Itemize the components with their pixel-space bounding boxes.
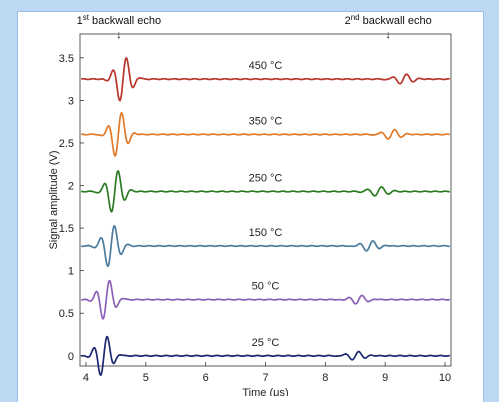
trace-25c: [81, 335, 450, 376]
trace-350c: [81, 112, 450, 157]
trace-450c: [81, 56, 450, 102]
x-tick-label: 10: [439, 372, 451, 384]
x-tick-label: 7: [262, 372, 268, 384]
series-label: 250 °C: [249, 172, 283, 184]
y-axis-label: Signal amplitude (V): [48, 150, 60, 249]
figure-frame: [17, 11, 484, 402]
x-tick-label: 8: [322, 372, 328, 384]
echo-arrow-2: ↓: [385, 29, 391, 41]
y-tick-label: 2.5: [59, 138, 74, 150]
trace-50c: [81, 279, 450, 320]
y-tick-label: 2: [68, 181, 74, 193]
trace-250c: [81, 170, 450, 213]
series-label: 150 °C: [249, 227, 283, 239]
echo-annotation-1: 1st backwall echo: [77, 13, 162, 27]
y-tick-label: 3.5: [59, 53, 74, 65]
y-tick-label: 1.5: [59, 223, 74, 235]
y-tick-label: 3: [68, 95, 74, 107]
y-tick-label: 0.5: [59, 308, 74, 320]
echo-arrow-1: ↓: [116, 29, 122, 41]
y-tick-label: 1: [68, 266, 74, 278]
x-tick-label: 6: [203, 372, 209, 384]
x-tick-label: 5: [143, 372, 149, 384]
x-tick-label: 9: [382, 372, 388, 384]
series-label: 25 °C: [252, 337, 280, 349]
x-tick-label: 4: [83, 372, 89, 384]
y-tick-label: 0: [68, 351, 74, 363]
series-label: 450 °C: [249, 60, 283, 72]
series-label: 350 °C: [249, 115, 283, 127]
trace-150c: [81, 224, 450, 268]
echo-annotation-2: 2nd backwall echo: [345, 13, 432, 27]
x-axis-label: Time (μs): [242, 387, 288, 396]
series-label: 50 °C: [252, 281, 280, 293]
